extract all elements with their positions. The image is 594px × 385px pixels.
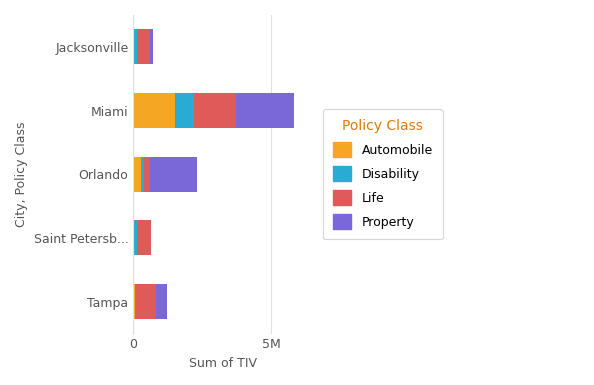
Bar: [137, 30, 150, 65]
Bar: [133, 221, 137, 256]
Bar: [175, 93, 194, 128]
Bar: [135, 284, 156, 319]
Y-axis label: City, Policy Class: City, Policy Class: [15, 122, 28, 227]
Bar: [194, 93, 235, 128]
Bar: [141, 157, 144, 192]
Bar: [150, 157, 197, 192]
Bar: [133, 157, 141, 192]
X-axis label: Sum of TIV: Sum of TIV: [189, 357, 257, 370]
Bar: [133, 30, 137, 65]
Bar: [133, 284, 135, 319]
Bar: [144, 157, 150, 192]
Legend: Automobile, Disability, Life, Property: Automobile, Disability, Life, Property: [323, 109, 443, 239]
Bar: [235, 93, 293, 128]
Bar: [137, 221, 151, 256]
Bar: [150, 30, 153, 65]
Bar: [133, 93, 175, 128]
Bar: [156, 284, 167, 319]
